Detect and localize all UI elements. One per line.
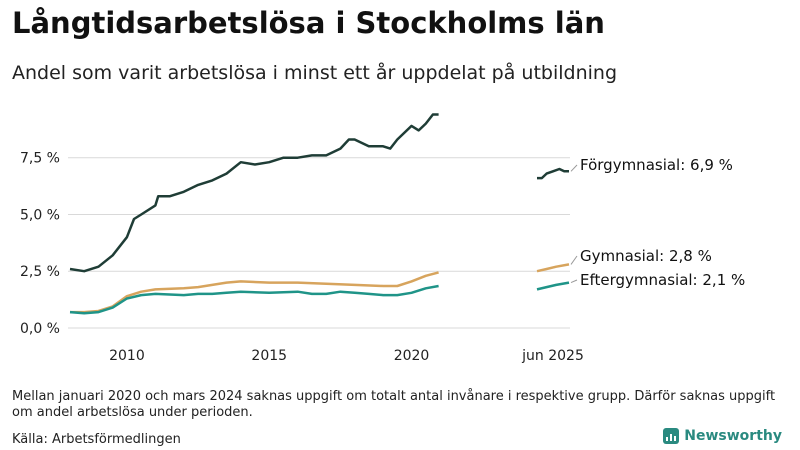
end-label-leader-gymnasial bbox=[570, 255, 578, 265]
y-tick-label-0: 0,0 % bbox=[20, 321, 60, 337]
chart-title: Långtidsarbetslösa i Stockholms län bbox=[12, 6, 605, 40]
newsworthy-logo: Newsworthy bbox=[663, 428, 782, 444]
end-label-leader-förgymnasial bbox=[570, 164, 578, 172]
chart-subtitle: Andel som varit arbetslösa i minst ett å… bbox=[12, 62, 618, 84]
end-label-eftergymnasial: Eftergymnasial: 2,1 % bbox=[580, 271, 745, 289]
x-tick-label-0: 2010 bbox=[109, 348, 145, 364]
series-line-eftergymnasial-recent bbox=[536, 281, 570, 291]
end-label-gymnasial: Gymnasial: 2,8 % bbox=[580, 247, 712, 265]
x-axis-labels: 2010 2015 2020 jun 2025 bbox=[109, 348, 584, 364]
y-tick-label-3: 7,5 % bbox=[20, 151, 60, 167]
x-tick-label-1: 2015 bbox=[251, 348, 287, 364]
y-tick-label-2: 5,0 % bbox=[20, 207, 60, 223]
series-line-förgymnasial-recent bbox=[537, 167, 569, 180]
series-line-gymnasial-recent bbox=[536, 263, 570, 273]
x-tick-label-recent: jun 2025 bbox=[521, 348, 584, 364]
x-tick-label-2: 2020 bbox=[394, 348, 430, 364]
bar-chart-icon bbox=[663, 428, 680, 444]
series-lines bbox=[69, 113, 570, 315]
line-chart: 0,0 % 2,5 % 5,0 % 7,5 % 2010 2015 2020 jun 202… bbox=[20, 113, 745, 364]
end-label-förgymnasial: Förgymnasial: 6,9 % bbox=[580, 156, 733, 174]
source-text: Källa: Arbetsförmedlingen bbox=[12, 432, 181, 447]
series-line-eftergymnasial-historic bbox=[69, 284, 439, 315]
gridlines bbox=[68, 157, 570, 329]
y-axis-labels: 0,0 % 2,5 % 5,0 % 7,5 % bbox=[20, 151, 60, 337]
series-line-gymnasial-historic bbox=[70, 271, 439, 314]
series-end-labels: Förgymnasial: 6,9 % Gymnasial: 2,8 % Efter… bbox=[570, 156, 745, 289]
series-line-förgymnasial-historic bbox=[69, 113, 439, 273]
end-label-leader-eftergymnasial bbox=[570, 279, 578, 284]
footnote: Mellan januari 2020 och mars 2024 saknas… bbox=[12, 389, 776, 420]
y-tick-label-1: 2,5 % bbox=[20, 264, 60, 280]
logo-text: Newsworthy bbox=[684, 428, 782, 444]
